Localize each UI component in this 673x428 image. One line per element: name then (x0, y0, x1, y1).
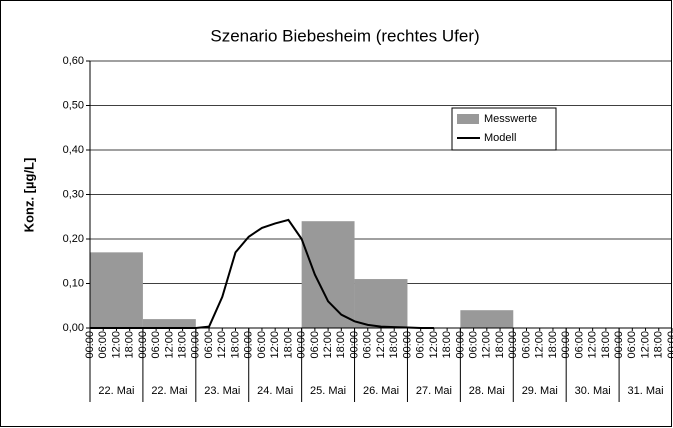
day-label: 22. Mai (151, 385, 187, 397)
x-tick-label: 12:00 (534, 331, 546, 359)
x-tick-label: 12:00 (428, 331, 440, 359)
legend: Messwerte Modell (451, 107, 557, 151)
day-label: 28. Mai (469, 385, 505, 397)
bar (460, 310, 514, 328)
x-tick-label: 06:00 (203, 331, 215, 359)
day-label: 24. Mai (257, 385, 293, 397)
x-tick-label: 06:00 (256, 331, 268, 359)
model-line (90, 218, 434, 329)
x-tick-label: 18:00 (282, 331, 294, 359)
x-tick-label: 12:00 (375, 331, 387, 359)
x-tick-label: 06:00 (415, 331, 427, 359)
x-tick-label: 18:00 (600, 331, 612, 359)
bar (142, 319, 196, 328)
x-tick-label: 12:00 (481, 331, 493, 359)
x-tick-label: 12:00 (639, 331, 651, 359)
x-tick-label: 12:00 (163, 331, 175, 359)
y-tick-label: 0,10 (63, 277, 84, 289)
x-tick-label: 18:00 (388, 331, 400, 359)
legend-label: Messwerte (484, 113, 537, 125)
y-tick-label: 0,40 (63, 144, 84, 156)
x-tick-label: 06:00 (573, 331, 585, 359)
bar (90, 252, 143, 328)
x-tick-label: 18:00 (124, 331, 136, 359)
x-tick-label: 00:00 (666, 331, 673, 359)
x-tick-label: 18:00 (547, 331, 559, 359)
x-tick-label: 12:00 (110, 331, 122, 359)
y-tick-label: 0,20 (63, 233, 84, 245)
y-axis-title: Konz. [µg/L] (21, 158, 36, 233)
bar (301, 221, 355, 328)
bar (354, 279, 408, 328)
x-tick-label: 12:00 (322, 331, 334, 359)
day-label: 25. Mai (310, 385, 346, 397)
x-tick-label: 06:00 (520, 331, 532, 359)
x-tick-label: 18:00 (441, 331, 453, 359)
x-tick-label: 06:00 (150, 331, 162, 359)
day-label: 27. Mai (416, 385, 452, 397)
x-tick-label: 18:00 (176, 331, 188, 359)
x-tick-label: 06:00 (467, 331, 479, 359)
day-label: 23. Mai (204, 385, 240, 397)
day-label: 31. Mai (628, 385, 664, 397)
x-tick-label: 06:00 (309, 331, 321, 359)
x-tick-label: 18:00 (335, 331, 347, 359)
x-tick-label: 18:00 (494, 331, 506, 359)
x-tick-label: 12:00 (216, 331, 228, 359)
x-tick-label: 06:00 (97, 331, 109, 359)
x-tick-label: 12:00 (587, 331, 599, 359)
x-tick-label: 06:00 (362, 331, 374, 359)
y-tick-label: 0,50 (63, 99, 84, 111)
y-tick-label: 0,00 (63, 322, 84, 334)
x-tick-label: 06:00 (626, 331, 638, 359)
legend-label: Modell (484, 132, 516, 144)
x-tick-label: 12:00 (269, 331, 281, 359)
y-tick-label: 0,30 (63, 188, 84, 200)
chart-title: Szenario Biebesheim (rechtes Ufer) (210, 26, 479, 45)
x-tick-label: 18:00 (653, 331, 665, 359)
legend-swatch (457, 114, 479, 124)
day-label: 29. Mai (522, 385, 558, 397)
day-label: 30. Mai (575, 385, 611, 397)
y-tick-label: 0,60 (63, 55, 84, 67)
day-label: 22. Mai (98, 385, 134, 397)
x-tick-label: 18:00 (229, 331, 241, 359)
day-label: 26. Mai (363, 385, 399, 397)
